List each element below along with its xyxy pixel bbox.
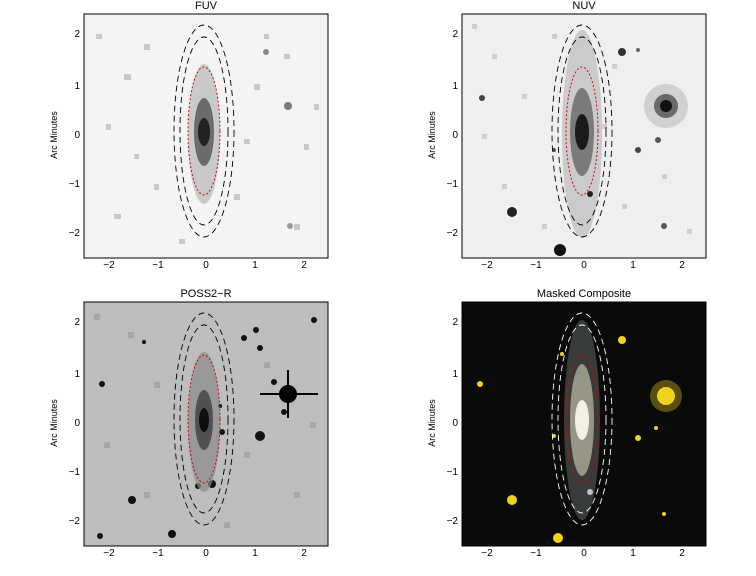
y-tick: −1 [68, 467, 80, 478]
x-tick: 1 [630, 260, 636, 271]
x-tick: 2 [301, 260, 307, 271]
x-tick: 0 [203, 548, 209, 559]
x-tick: −1 [530, 548, 542, 559]
panel-title: NUV [572, 0, 596, 12]
bright-star [260, 370, 318, 418]
y-axis-label: Arc Minutes [426, 111, 437, 159]
y-tick: 2 [74, 29, 80, 40]
y-tick: −1 [446, 467, 458, 478]
x-tick: 0 [581, 548, 587, 559]
panel-title: POSS2−R [180, 288, 232, 300]
x-tick: −1 [152, 260, 164, 271]
y-tick: 1 [452, 81, 458, 92]
y-tick: 2 [452, 317, 458, 328]
y-tick: 1 [74, 81, 80, 92]
x-tick: −2 [103, 548, 115, 559]
mid-ellipse [179, 36, 229, 226]
x-tick: 1 [252, 260, 258, 271]
panel-title: FUV [195, 0, 217, 12]
y-tick: 2 [74, 317, 80, 328]
x-tick: −1 [530, 260, 542, 271]
y-axis-label: Arc Minutes [48, 111, 59, 159]
galaxy-core [198, 118, 210, 146]
x-tick: −2 [481, 548, 493, 559]
x-tick: 1 [630, 548, 636, 559]
noise-speckle [96, 34, 319, 244]
image-poss2r [83, 301, 329, 547]
y-tick: −1 [446, 179, 458, 190]
y-tick: −2 [446, 228, 458, 239]
y-tick: −1 [68, 179, 80, 190]
x-tick: 1 [252, 548, 258, 559]
inner-ellipse [187, 66, 221, 196]
x-tick: 2 [679, 260, 685, 271]
image-composite [461, 301, 707, 547]
y-tick: 2 [452, 29, 458, 40]
y-tick: 1 [74, 369, 80, 380]
x-tick: 0 [581, 260, 587, 271]
x-tick: −2 [103, 260, 115, 271]
x-tick: −2 [481, 260, 493, 271]
y-tick: −2 [446, 516, 458, 527]
panel-title: Masked Composite [536, 288, 632, 300]
image-fuv [83, 13, 329, 259]
y-tick: 0 [452, 130, 458, 141]
foreground-star [477, 336, 682, 543]
y-tick: 0 [74, 418, 80, 429]
x-tick: 0 [203, 260, 209, 271]
y-tick: 1 [452, 369, 458, 380]
y-tick: −2 [68, 516, 80, 527]
outer-ellipse [173, 24, 235, 238]
y-tick: −2 [68, 228, 80, 239]
x-tick: −1 [152, 548, 164, 559]
image-nuv [461, 13, 707, 259]
y-tick: 0 [452, 418, 458, 429]
y-axis-label: Arc Minutes [426, 399, 437, 447]
y-axis-label: Arc Minutes [48, 399, 59, 447]
x-tick: 2 [301, 548, 307, 559]
x-tick: 2 [679, 548, 685, 559]
y-tick: 0 [74, 130, 80, 141]
